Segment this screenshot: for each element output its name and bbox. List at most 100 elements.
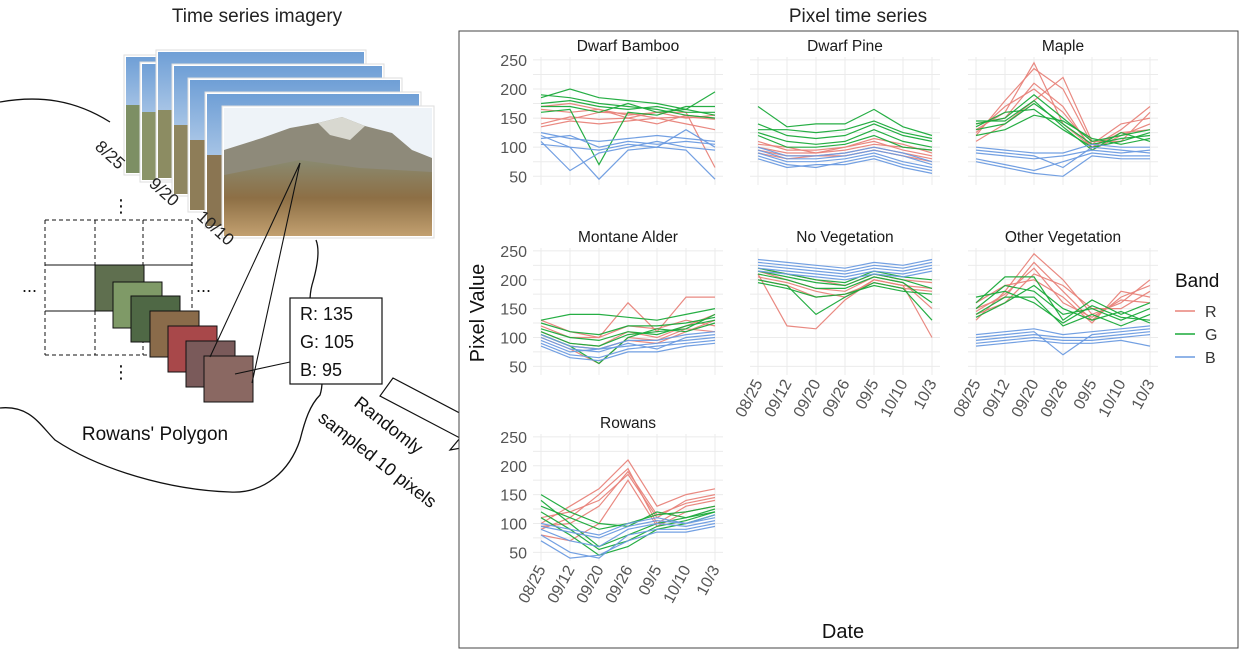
y-tick-label: 200 bbox=[500, 82, 527, 99]
series-line-B bbox=[540, 522, 716, 559]
facet-maple: Maple bbox=[968, 38, 1158, 185]
y-tick-label: 100 bbox=[500, 140, 527, 157]
series-line-B bbox=[540, 334, 716, 353]
series-line-B bbox=[540, 331, 716, 350]
x-axis-title: Date bbox=[822, 621, 864, 643]
series-line-G bbox=[757, 273, 933, 304]
series-line-G bbox=[540, 94, 716, 119]
series-line-G bbox=[975, 296, 1151, 327]
callout-line bbox=[234, 361, 291, 375]
legend-label: R bbox=[1205, 304, 1217, 321]
series-line-B bbox=[757, 149, 933, 166]
series-line-B bbox=[975, 339, 1151, 347]
imagery-diagram: Time series imagery bbox=[0, 6, 485, 512]
series-line-B bbox=[975, 328, 1151, 356]
series-line-B bbox=[975, 149, 1151, 160]
series-line-G bbox=[976, 99, 1151, 151]
series-line-G bbox=[540, 99, 715, 113]
series-line-B bbox=[757, 261, 933, 272]
series-line-R bbox=[975, 67, 1151, 146]
series-line-B bbox=[540, 342, 716, 362]
series-line-B bbox=[540, 134, 716, 148]
series-line-R bbox=[540, 459, 716, 525]
polygon-label: Rowans' Polygon bbox=[82, 424, 228, 445]
facet-title: Dwarf Pine bbox=[807, 38, 883, 55]
y-tick-label: 50 bbox=[509, 169, 527, 186]
series-line-G bbox=[757, 282, 933, 298]
series-line-B bbox=[975, 334, 1151, 344]
vertical-ellipsis: ⋮ bbox=[112, 196, 130, 216]
pixel-swatch-stack bbox=[94, 264, 254, 403]
time-series-panel: Pixel time series Dwarf Bamboo 50 100 150 20… bbox=[458, 6, 1239, 649]
series-line-B bbox=[540, 336, 716, 353]
y-tick-label: 50 bbox=[509, 545, 527, 562]
series-line-B bbox=[975, 152, 1150, 172]
series-line-B bbox=[975, 331, 1151, 341]
imagery-title: Time series imagery bbox=[172, 6, 343, 27]
projection-line bbox=[209, 162, 301, 358]
series-line-G bbox=[540, 308, 716, 321]
pixel-swatch bbox=[203, 355, 254, 403]
series-line-B bbox=[757, 152, 933, 169]
series-line-B bbox=[975, 155, 1150, 177]
series-line-G bbox=[541, 102, 716, 116]
polygon-outline-top bbox=[0, 98, 111, 123]
series-line-G bbox=[975, 102, 1151, 145]
series-line-B bbox=[757, 258, 933, 269]
y-tick-label: 250 bbox=[500, 53, 527, 70]
date-label: 8/25 bbox=[91, 137, 128, 173]
facet-title: Dwarf Bamboo bbox=[577, 38, 680, 55]
series-line-R bbox=[540, 117, 716, 131]
horizontal-ellipsis: ... bbox=[22, 276, 37, 296]
rgb-value-r: R: 135 bbox=[300, 304, 353, 324]
y-tick-label: 200 bbox=[500, 273, 527, 290]
legend: Band RGB bbox=[1175, 271, 1219, 367]
time-series-title: Pixel time series bbox=[789, 6, 927, 27]
series-line-G bbox=[975, 290, 1151, 324]
series-line-G bbox=[757, 134, 933, 151]
series-line-G bbox=[975, 114, 1151, 145]
legend-label: G bbox=[1205, 327, 1217, 344]
series-line-G bbox=[975, 284, 1151, 324]
y-tick-label: 200 bbox=[500, 459, 527, 476]
series-line-G bbox=[540, 313, 716, 347]
horizontal-ellipsis: ... bbox=[196, 276, 211, 296]
series-line-B bbox=[757, 146, 933, 163]
facet-montane-alder: Montane Alder 50 100 150 200 250 bbox=[500, 229, 723, 376]
series-line-B bbox=[540, 339, 716, 359]
series-line-G bbox=[975, 94, 1151, 143]
series-line-G bbox=[540, 319, 716, 342]
image-stack bbox=[123, 49, 435, 239]
series-line-B bbox=[975, 146, 1151, 169]
series-line-G bbox=[757, 279, 933, 321]
rgb-value-b: B: 95 bbox=[300, 360, 342, 380]
series-line-R bbox=[975, 267, 1151, 318]
series-line-G bbox=[975, 108, 1151, 148]
facet-title: Maple bbox=[1042, 38, 1084, 55]
series-line-G bbox=[757, 270, 933, 289]
series-line-B bbox=[757, 158, 933, 174]
series-line-B bbox=[975, 143, 1150, 154]
series-line-B bbox=[540, 514, 716, 539]
vertical-ellipsis: ⋮ bbox=[112, 362, 130, 382]
y-tick-label: 250 bbox=[500, 430, 527, 447]
series-line-G bbox=[757, 129, 933, 148]
y-tick-label: 150 bbox=[500, 488, 527, 505]
series-line-B bbox=[540, 520, 716, 548]
y-tick-label: 100 bbox=[500, 330, 527, 347]
series-line-B bbox=[540, 128, 716, 151]
series-line-B bbox=[757, 270, 933, 281]
series-line-B bbox=[540, 525, 716, 559]
series-line-B bbox=[540, 132, 716, 143]
series-line-B bbox=[757, 155, 933, 172]
facet-title: No Vegetation bbox=[796, 229, 893, 246]
series-line-G bbox=[540, 105, 715, 166]
y-tick-label: 150 bbox=[500, 302, 527, 319]
series-line-G bbox=[758, 120, 933, 140]
series-line-B bbox=[975, 325, 1151, 336]
y-tick-label: 100 bbox=[500, 516, 527, 533]
series-line-G bbox=[757, 123, 933, 142]
legend-title: Band bbox=[1175, 271, 1219, 292]
facet-dwarf-bamboo: Dwarf Bamboo 50 100 150 200 250 bbox=[500, 38, 723, 186]
